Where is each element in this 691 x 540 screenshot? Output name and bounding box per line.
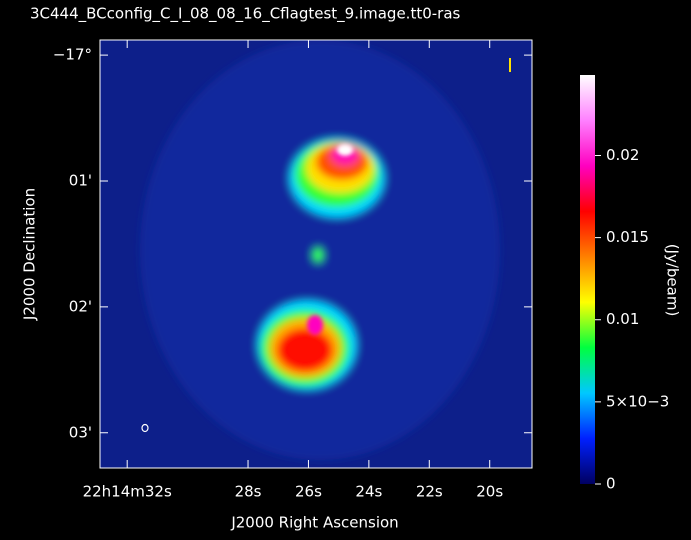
y-tick-label: 03': [69, 423, 92, 441]
x-tick-label: 22h14m32s: [83, 483, 172, 501]
y-axis-label: J2000 Declination: [21, 188, 39, 321]
x-tick-label: 22s: [416, 483, 443, 501]
colorbar-tick-label: 0.02: [606, 146, 639, 164]
colorbar-label: (Jy/beam): [664, 244, 682, 317]
x-tick-label: 26s: [295, 483, 322, 501]
x-tick-label: 24s: [355, 483, 382, 501]
colorbar-tick-label: 0.015: [606, 228, 649, 246]
colorbar-tick-label: 0.01: [606, 310, 639, 328]
x-axis-label: J2000 Right Ascension: [230, 514, 398, 532]
y-tick-label: 01': [69, 171, 92, 189]
plot-frame: [99, 39, 533, 469]
image-title: 3C444_BCconfig_C_I_08_08_16_Cflagtest_9.…: [30, 5, 461, 24]
sky-image: [100, 40, 532, 468]
colorbar-tick-label: 5×10−3: [606, 392, 669, 410]
colorbar-tick-label: 0: [606, 475, 616, 493]
x-tick-label: 28s: [235, 483, 262, 501]
y-tick-label: 02': [69, 297, 92, 315]
y-tick-label: −17°: [53, 46, 92, 64]
x-tick-label: 20s: [476, 483, 503, 501]
colorbar: [580, 75, 595, 484]
